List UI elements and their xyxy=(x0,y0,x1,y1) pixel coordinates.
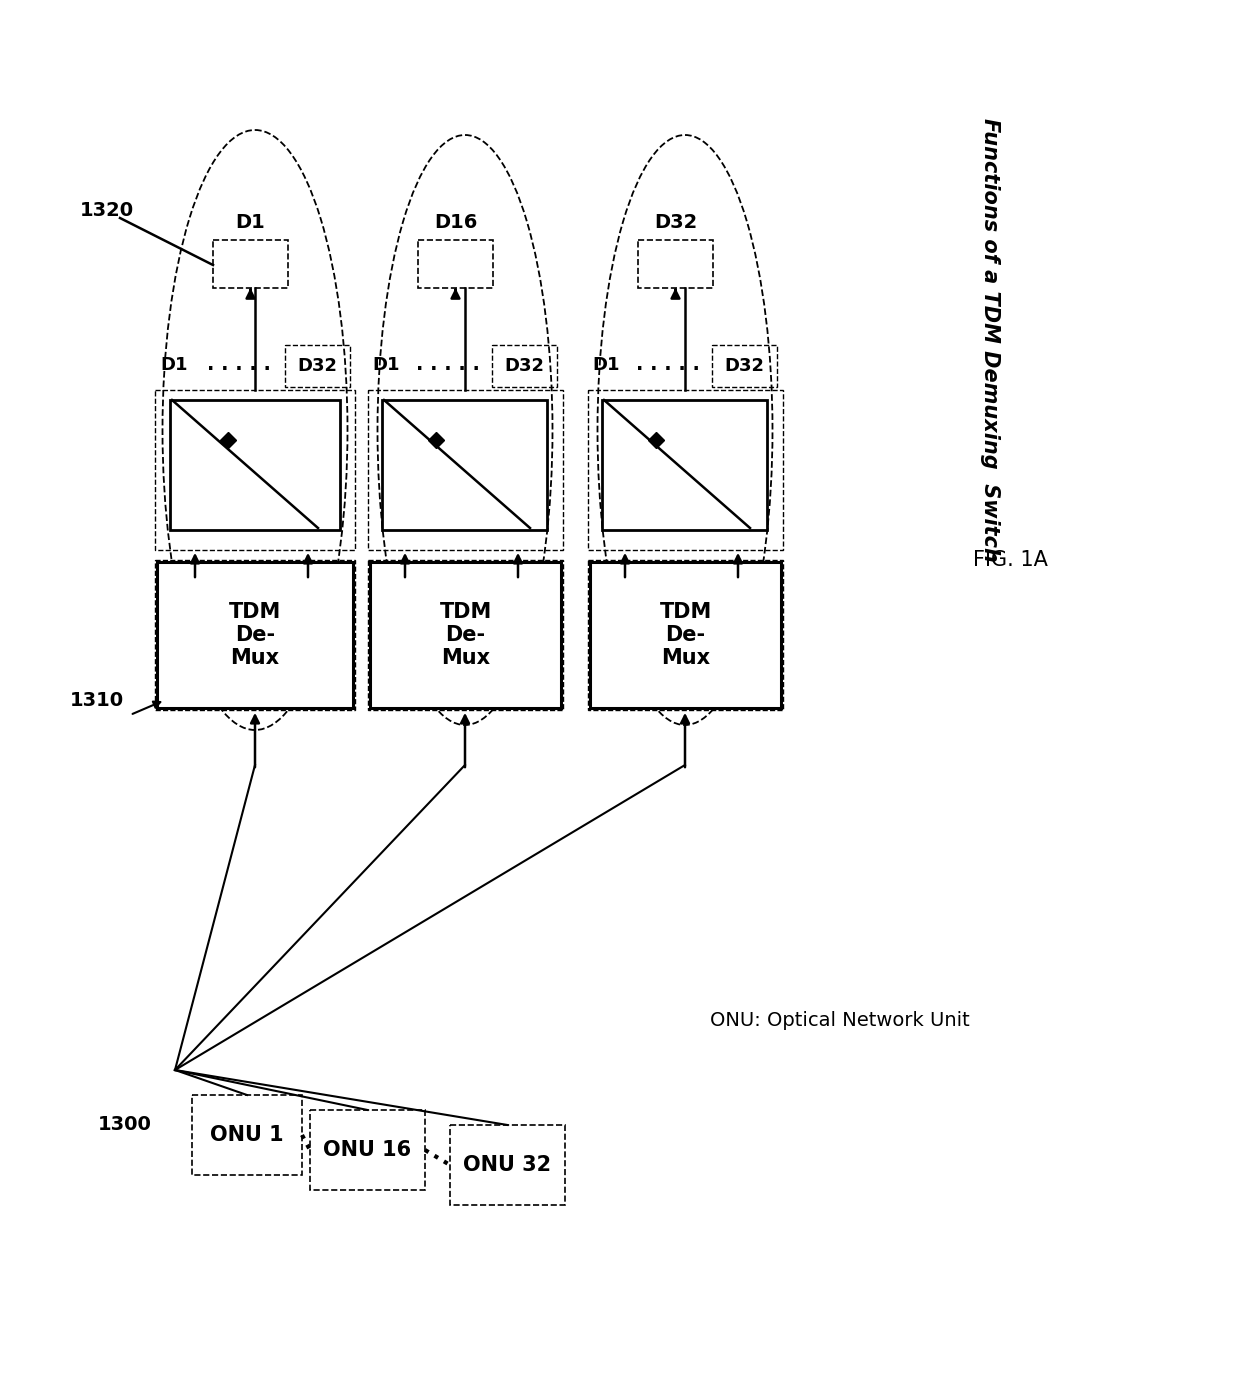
Bar xyxy=(170,400,340,530)
Bar xyxy=(157,561,353,709)
Text: . . . . .: . . . . . xyxy=(417,355,480,374)
Text: D1: D1 xyxy=(160,356,187,374)
Bar xyxy=(370,561,560,709)
Text: Functions of a TDM Demuxing  Switch: Functions of a TDM Demuxing Switch xyxy=(980,118,999,561)
Bar xyxy=(639,239,713,288)
Text: D32: D32 xyxy=(503,356,544,376)
Bar xyxy=(285,345,350,387)
Bar xyxy=(368,389,563,550)
Text: ONU 32: ONU 32 xyxy=(463,1154,551,1175)
Bar xyxy=(368,560,563,710)
Text: FIG. 1A: FIG. 1A xyxy=(972,550,1048,570)
Text: D16: D16 xyxy=(434,213,477,233)
Bar xyxy=(155,389,355,550)
Bar xyxy=(418,239,494,288)
Text: . . . . .: . . . . . xyxy=(207,355,270,374)
Bar xyxy=(382,400,547,530)
Text: TDM
De-
Mux: TDM De- Mux xyxy=(229,601,281,669)
Text: ONU: Optical Network Unit: ONU: Optical Network Unit xyxy=(711,1010,970,1029)
Bar xyxy=(213,239,288,288)
Bar xyxy=(588,560,782,710)
Bar xyxy=(450,1126,565,1205)
Text: D1: D1 xyxy=(591,356,620,374)
Text: D32: D32 xyxy=(653,213,697,233)
Text: TDM
De-
Mux: TDM De- Mux xyxy=(660,601,712,669)
Bar xyxy=(192,1095,303,1175)
Text: 1320: 1320 xyxy=(81,201,134,220)
Bar xyxy=(492,345,557,387)
Bar xyxy=(712,345,777,387)
Bar xyxy=(590,561,781,709)
Bar xyxy=(588,389,782,550)
Text: D32: D32 xyxy=(298,356,337,376)
Text: D1: D1 xyxy=(236,213,265,233)
Text: ONU 16: ONU 16 xyxy=(322,1139,412,1160)
Bar xyxy=(155,560,355,710)
Bar xyxy=(310,1110,425,1190)
Text: . . . . .: . . . . . xyxy=(636,355,699,374)
Text: TDM
De-
Mux: TDM De- Mux xyxy=(439,601,491,669)
Bar xyxy=(601,400,768,530)
Text: D1: D1 xyxy=(372,356,399,374)
Text: 1300: 1300 xyxy=(98,1115,153,1134)
Text: ONU 1: ONU 1 xyxy=(211,1126,284,1145)
Text: D32: D32 xyxy=(724,356,764,376)
Text: 1310: 1310 xyxy=(69,691,124,710)
